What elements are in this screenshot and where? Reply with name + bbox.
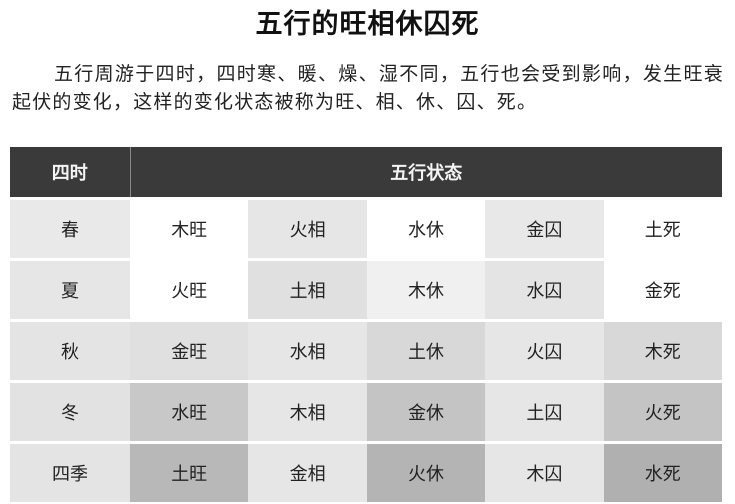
table-row: 夏火旺 土相 木休 水囚 金死	[10, 258, 722, 321]
header-season: 四时	[10, 147, 131, 199]
state-cell: 水休	[366, 197, 486, 260]
state-cell: 水相	[248, 319, 367, 382]
state-cell: 金旺	[130, 319, 249, 382]
state-cell: 火旺	[130, 258, 249, 321]
state-cell: 金囚	[485, 197, 604, 260]
state-cell: 土旺	[130, 441, 249, 502]
state-cell: 木死	[603, 319, 722, 382]
state-cell: 水旺	[130, 380, 249, 443]
state-cell: 金休	[366, 380, 486, 443]
state-cell: 土相	[248, 258, 367, 321]
table-row: 秋金旺 水相 土休 火囚 木死	[10, 319, 722, 382]
state-cell: 土死	[603, 197, 722, 260]
page-title: 五行的旺相休囚死	[255, 9, 480, 40]
table-row: 春木旺 火相 水休 金囚 土死	[10, 197, 722, 260]
state-cell: 金相	[248, 441, 367, 502]
state-cell: 火相	[248, 197, 367, 260]
state-cell: 木休	[366, 258, 486, 321]
table-row: 四季 土旺 金相 火休 木囚 水死	[10, 441, 722, 502]
state-cell: 土囚	[485, 380, 604, 443]
state-cell: 火死	[603, 380, 722, 443]
table-row: 冬水旺 木相 金休 土囚 火死	[10, 380, 722, 443]
season-cell: 夏	[10, 258, 130, 321]
season-cell: 春	[10, 197, 130, 260]
intro-paragraph: 五行周游于四时，四时寒、暖、燥、湿不同，五行也会受到影响，发生旺衰起伏的变化，这…	[12, 63, 724, 113]
state-cell: 金死	[603, 258, 722, 321]
wuxing-state-table: 四时 五行状态 春木旺 火相 水休 金囚 土死夏火旺 土相 木休 水囚 金死秋金旺 水相 土休 火囚木…	[10, 147, 722, 502]
season-cell: 冬	[10, 380, 130, 443]
state-cell: 土休	[366, 319, 486, 382]
state-cell: 木囚	[485, 441, 604, 502]
state-cell: 火休	[366, 441, 486, 502]
season-cell: 秋	[10, 319, 130, 382]
state-cell: 水死	[603, 441, 722, 502]
header-state: 五行状态	[130, 147, 722, 199]
table-header-row: 四时 五行状态	[10, 147, 722, 199]
state-cell: 木相	[248, 380, 367, 443]
state-cell: 水囚	[485, 258, 604, 321]
state-cell: 火囚	[485, 319, 604, 382]
state-cell: 木旺	[130, 197, 249, 260]
season-cell: 四季	[10, 441, 130, 502]
